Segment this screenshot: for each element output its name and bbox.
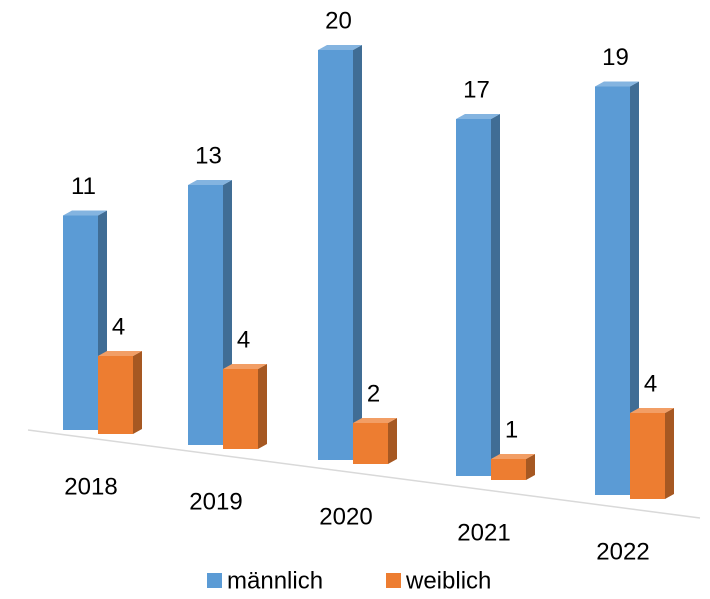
bar-side [258, 364, 267, 449]
value-label: 13 [195, 142, 222, 169]
value-label: 2 [367, 380, 380, 407]
value-label: 17 [463, 76, 490, 103]
bar [353, 418, 397, 464]
x-tick-label: 2022 [596, 538, 649, 565]
value-label: 11 [71, 173, 96, 200]
bar-front [595, 86, 630, 495]
bar-front [630, 413, 665, 499]
value-label: 4 [112, 313, 125, 340]
legend-swatch [386, 573, 401, 588]
bar [318, 45, 362, 460]
bar-side [630, 81, 639, 495]
value-label: 4 [644, 370, 657, 397]
bar-top [188, 180, 232, 185]
x-tick-label: 2021 [457, 519, 510, 546]
bar-top [63, 210, 107, 216]
bar [595, 81, 639, 495]
bar-front [188, 185, 223, 445]
bar-front [353, 423, 388, 464]
value-label: 19 [602, 44, 629, 71]
bar-top [223, 364, 267, 369]
bar-top [353, 418, 397, 423]
bar-front [456, 119, 491, 476]
bar-side [133, 351, 142, 434]
bar-front [63, 215, 98, 430]
value-label: 4 [237, 326, 250, 353]
bar [98, 351, 142, 434]
bar-top [491, 454, 535, 459]
bar-side [353, 45, 362, 460]
bar-front [223, 369, 258, 449]
bar [456, 114, 500, 476]
legend-label: weiblich [405, 567, 491, 594]
x-tick-label: 2020 [319, 503, 372, 530]
bar [491, 454, 535, 480]
bar-side [665, 408, 674, 499]
bar-top [630, 408, 674, 413]
bar [630, 408, 674, 499]
value-label: 20 [325, 7, 352, 34]
bar-side [526, 454, 535, 480]
value-label: 1 [505, 416, 518, 443]
bar-side [491, 114, 500, 476]
legend-label: männlich [227, 567, 323, 594]
floor-line [27, 429, 701, 519]
bar [223, 364, 267, 449]
bar-front [491, 459, 526, 480]
bar-front [318, 50, 353, 460]
bar-top [98, 351, 142, 356]
bar-top [318, 45, 362, 50]
bar-side [388, 418, 397, 464]
bar-front [98, 356, 133, 434]
legend-swatch [207, 573, 222, 588]
x-tick-label: 2018 [64, 473, 117, 500]
bar-top [595, 81, 639, 87]
x-tick-label: 2019 [189, 488, 242, 515]
bar-top [456, 114, 500, 119]
